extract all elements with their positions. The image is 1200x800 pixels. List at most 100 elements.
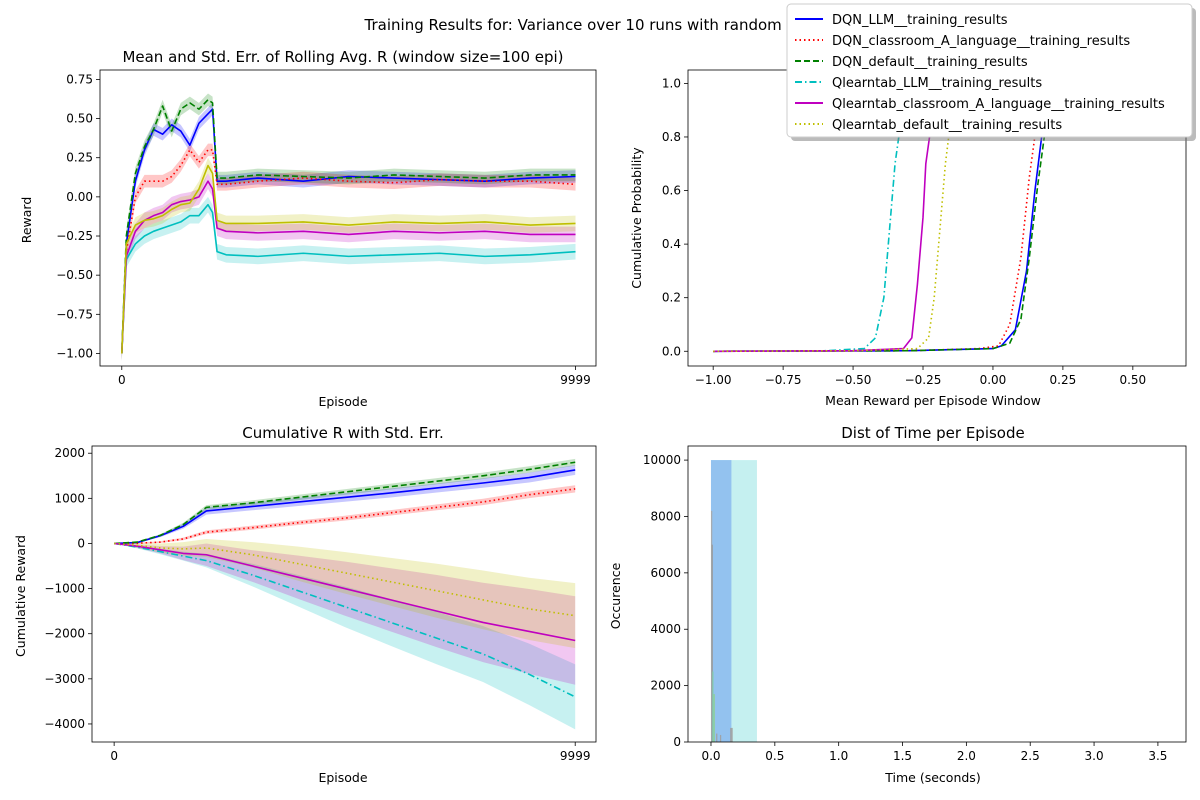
panel-hist-plot: 0.0 0.5 1.0 1.5 2.0 2.5 3.0 3.5 0 2000 4000 6000 800… — [643, 445, 1187, 763]
cumulative-ytick-label: −3000 — [44, 672, 85, 686]
cdf-ytick-label: 0.8 — [662, 130, 681, 144]
rolling-ytick-label: −0.25 — [56, 229, 93, 243]
cumulative-band-2 — [114, 485, 576, 544]
cumulative-ytick-label: −1000 — [44, 582, 85, 596]
cumulative-band-4 — [114, 543, 576, 730]
hist-bar-2 — [710, 460, 732, 742]
rolling-ytick-label: 0.25 — [66, 151, 93, 165]
cdf-series-4 — [713, 82, 924, 353]
rolling-series-4 — [120, 203, 576, 354]
cumulative-frame — [91, 445, 597, 743]
panel-hist-title: Dist of Time per Episode — [841, 424, 1024, 442]
cumulative-xtick-label: 9999 — [560, 749, 591, 763]
cdf-xtick-label: −0.25 — [905, 373, 942, 387]
cdf-ytick-label: 0.2 — [662, 291, 681, 305]
hist-xtick-label: 2.0 — [957, 749, 976, 763]
cumulative-ytick-label: 0 — [77, 536, 85, 550]
panel-cumulative-ylabel: Cumulative Reward — [13, 535, 28, 657]
hist-bar-5 — [712, 671, 714, 742]
rolling-ytick-label: 0.00 — [66, 190, 93, 204]
rolling-band-2 — [121, 143, 576, 360]
hist-xtick-label: 3.0 — [1085, 749, 1104, 763]
cdf-xtick-label: −0.75 — [765, 373, 802, 387]
hist-xtick-label: 0.5 — [765, 749, 784, 763]
hist-frame — [687, 445, 1187, 743]
panel-rolling-plot: 0 9999 −1.00 −0.75 −0.50 −0.25 0.00 0.25 0.50 0.7… — [56, 69, 597, 387]
cumulative-series-3 — [114, 461, 576, 545]
hist-ytick-label: 6000 — [650, 566, 681, 580]
hist-bar-6 — [713, 694, 715, 742]
cdf-ytick-label: 0.4 — [662, 237, 681, 251]
hist-ytick-label: 8000 — [650, 509, 681, 523]
cumulative-ytick-label: −2000 — [44, 627, 85, 641]
legend-label-5: Qlearntab_classroom_A_language__training… — [832, 97, 1165, 112]
cumulative-ytick-label: 1000 — [54, 491, 85, 505]
rolling-series-2 — [120, 149, 576, 354]
cumulative-series-2 — [114, 488, 576, 545]
cumulative-band-5 — [114, 543, 576, 685]
hist-xtick-label: 3.5 — [1148, 749, 1167, 763]
cumulative-series-4 — [114, 542, 576, 698]
hist-xtick-label: 0.0 — [701, 749, 720, 763]
hist-bar-9 — [730, 727, 733, 742]
cumulative-band-6 — [114, 538, 576, 649]
cdf-ytick-label: 0.6 — [662, 184, 681, 198]
cdf-xtick-label: −0.50 — [835, 373, 872, 387]
hist-ytick-label: 4000 — [650, 622, 681, 636]
panel-hist-xlabel: Time (seconds) — [884, 770, 980, 785]
cdf-xtick-label: 0.00 — [980, 373, 1007, 387]
panel-rolling-ylabel: Reward — [19, 197, 34, 244]
cdf-xtick-label: 0.25 — [1050, 373, 1077, 387]
panel-cdf-ylabel: Cumulative Probability — [629, 147, 644, 289]
cdf-ytick-label: 0.0 — [662, 344, 681, 358]
rolling-series-5 — [120, 180, 576, 354]
rolling-series-3 — [120, 98, 576, 354]
rolling-ytick-label: −0.75 — [56, 307, 93, 321]
panel-rolling-title: Mean and Std. Err. of Rolling Avg. R (wi… — [122, 48, 563, 66]
hist-xtick-label: 2.5 — [1021, 749, 1040, 763]
cdf-xtick-label: −1.00 — [695, 373, 732, 387]
panel-hist-ylabel: Occurence — [608, 562, 623, 629]
hist-ytick-label: 2000 — [650, 679, 681, 693]
hist-ytick-label: 10000 — [643, 453, 681, 467]
cumulative-ytick-label: −4000 — [44, 717, 85, 731]
hist-ytick-label: 0 — [673, 735, 681, 749]
rolling-ytick-label: 0.75 — [66, 72, 93, 86]
legend-label-3: DQN_default__training_results — [832, 55, 1028, 70]
legend-label-2: DQN_classroom_A_language__training_resul… — [832, 34, 1130, 49]
hist-bar-7 — [716, 733, 718, 742]
panel-cumulative-plot: 0 9999 −4000 −3000 −2000 −1000 0 1000 2000 — [44, 445, 597, 763]
rolling-band-3 — [121, 93, 576, 360]
panel-rolling: Mean and Std. Err. of Rolling Avg. R (wi… — [19, 48, 597, 409]
rolling-ytick-label: −0.50 — [56, 268, 93, 282]
cdf-series-3 — [713, 82, 1083, 353]
panel-rolling-xlabel: Episode — [318, 394, 367, 409]
figure-suptitle: Training Results for: Variance over 10 r… — [364, 16, 836, 34]
hist-bar-8 — [719, 734, 722, 742]
hist-xtick-label: 1.5 — [893, 749, 912, 763]
panel-cumulative-xlabel: Episode — [318, 770, 367, 785]
hist-xtick-label: 1.0 — [829, 749, 848, 763]
rolling-xtick-label: 0 — [118, 373, 126, 387]
cumulative-band-1 — [114, 464, 576, 544]
cdf-xtick-label: 0.50 — [1119, 373, 1146, 387]
cumulative-xtick-label: 0 — [110, 749, 118, 763]
panel-cdf-xlabel: Mean Reward per Episode Window — [825, 393, 1041, 408]
rolling-frame — [99, 69, 597, 367]
cumulative-ytick-label: 2000 — [54, 446, 85, 460]
panel-cumulative-title: Cumulative R with Std. Err. — [242, 424, 444, 442]
rolling-ytick-label: −1.00 — [56, 346, 93, 360]
cumulative-series-5 — [114, 542, 576, 642]
cdf-ytick-label: 1.0 — [662, 76, 681, 90]
cumulative-band-3 — [114, 458, 576, 544]
panel-cumulative: Cumulative R with Std. Err. 0 9999 −4000 −3… — [13, 424, 597, 785]
hist-bar-4 — [711, 544, 713, 742]
legend-label-6: Qlearntab_default__training_results — [832, 118, 1062, 133]
rolling-xtick-label: 9999 — [560, 373, 591, 387]
legend-label-1: DQN_LLM__training_results — [832, 13, 1008, 28]
rolling-ytick-label: 0.50 — [66, 112, 93, 126]
cumulative-series-6 — [114, 542, 576, 617]
legend-label-4: Qlearntab_LLM__training_results — [832, 76, 1042, 91]
rolling-series-6 — [120, 164, 576, 354]
